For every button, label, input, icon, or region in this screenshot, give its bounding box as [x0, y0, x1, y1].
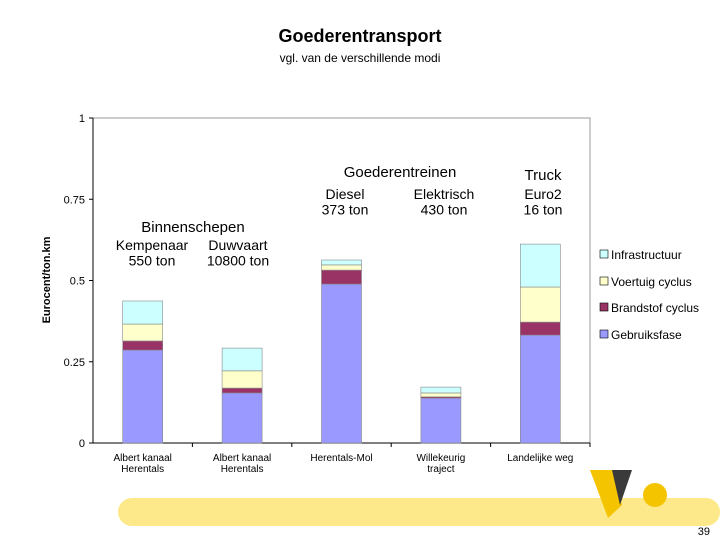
legend-label: Gebruiksfase	[611, 328, 682, 342]
x-tick-label: Albert kanaal Herentals	[114, 453, 172, 475]
annotation: Kempenaar 550 ton	[116, 237, 189, 268]
annotation: Goederentreinen	[344, 164, 457, 181]
legend-swatch	[599, 276, 609, 286]
bar-segment	[519, 334, 561, 444]
bar-segment	[122, 323, 163, 342]
page-number: 39	[698, 526, 710, 538]
bar-segment	[221, 347, 263, 372]
bar-segment	[321, 269, 362, 285]
annotation: Elektrisch 430 ton	[414, 186, 475, 217]
bar-segment	[519, 286, 561, 323]
bar-segment	[519, 243, 561, 288]
y-tick-label: 0	[79, 438, 85, 450]
x-tick-label: Landelijke weg	[507, 453, 573, 464]
bar-segment	[122, 340, 163, 351]
legend-label: Infrastructuur	[611, 248, 682, 262]
annotation: Diesel 373 ton	[322, 186, 369, 217]
bar-segment	[420, 397, 462, 444]
annotation: Truck	[525, 167, 562, 184]
bar-segment	[420, 392, 462, 398]
bar-segment	[221, 392, 263, 444]
y-axis-label: Eurocent/ton.km	[41, 236, 53, 323]
legend-label: Voertuig cyclus	[611, 275, 692, 289]
x-tick-label: Albert kanaal Herentals	[213, 453, 271, 475]
y-tick-label: 1	[79, 113, 85, 125]
x-tick-label: Willekeurig traject	[416, 453, 465, 475]
x-tick-label: Herentals-Mol	[310, 453, 372, 464]
y-tick-label: 0.25	[64, 357, 85, 369]
footer-band	[118, 498, 720, 526]
annotation: Euro2 16 ton	[524, 186, 563, 217]
legend-swatch	[599, 302, 609, 312]
bar-segment	[221, 387, 263, 394]
annotation: Duwvaart 10800 ton	[207, 237, 269, 268]
bar-segment	[321, 283, 362, 444]
annotation: Binnenschepen	[141, 219, 244, 236]
chart-title: Goederentransport	[278, 26, 441, 46]
logo	[590, 470, 667, 518]
chart-subtitle: vgl. van de verschillende modi	[280, 51, 441, 65]
bar-segment	[221, 370, 263, 389]
bar-segment	[519, 321, 561, 336]
bar-segment	[321, 259, 362, 266]
bar-segment	[321, 264, 362, 271]
legend-label: Brandstof cyclus	[611, 301, 699, 315]
y-tick-label: 0.5	[70, 276, 85, 288]
bar-segment	[122, 300, 163, 325]
bar-segment	[122, 349, 163, 444]
legend-swatch	[599, 249, 609, 259]
y-tick-label: 0.75	[64, 194, 85, 206]
bar-segment	[420, 386, 462, 394]
legend-swatch	[599, 329, 609, 339]
